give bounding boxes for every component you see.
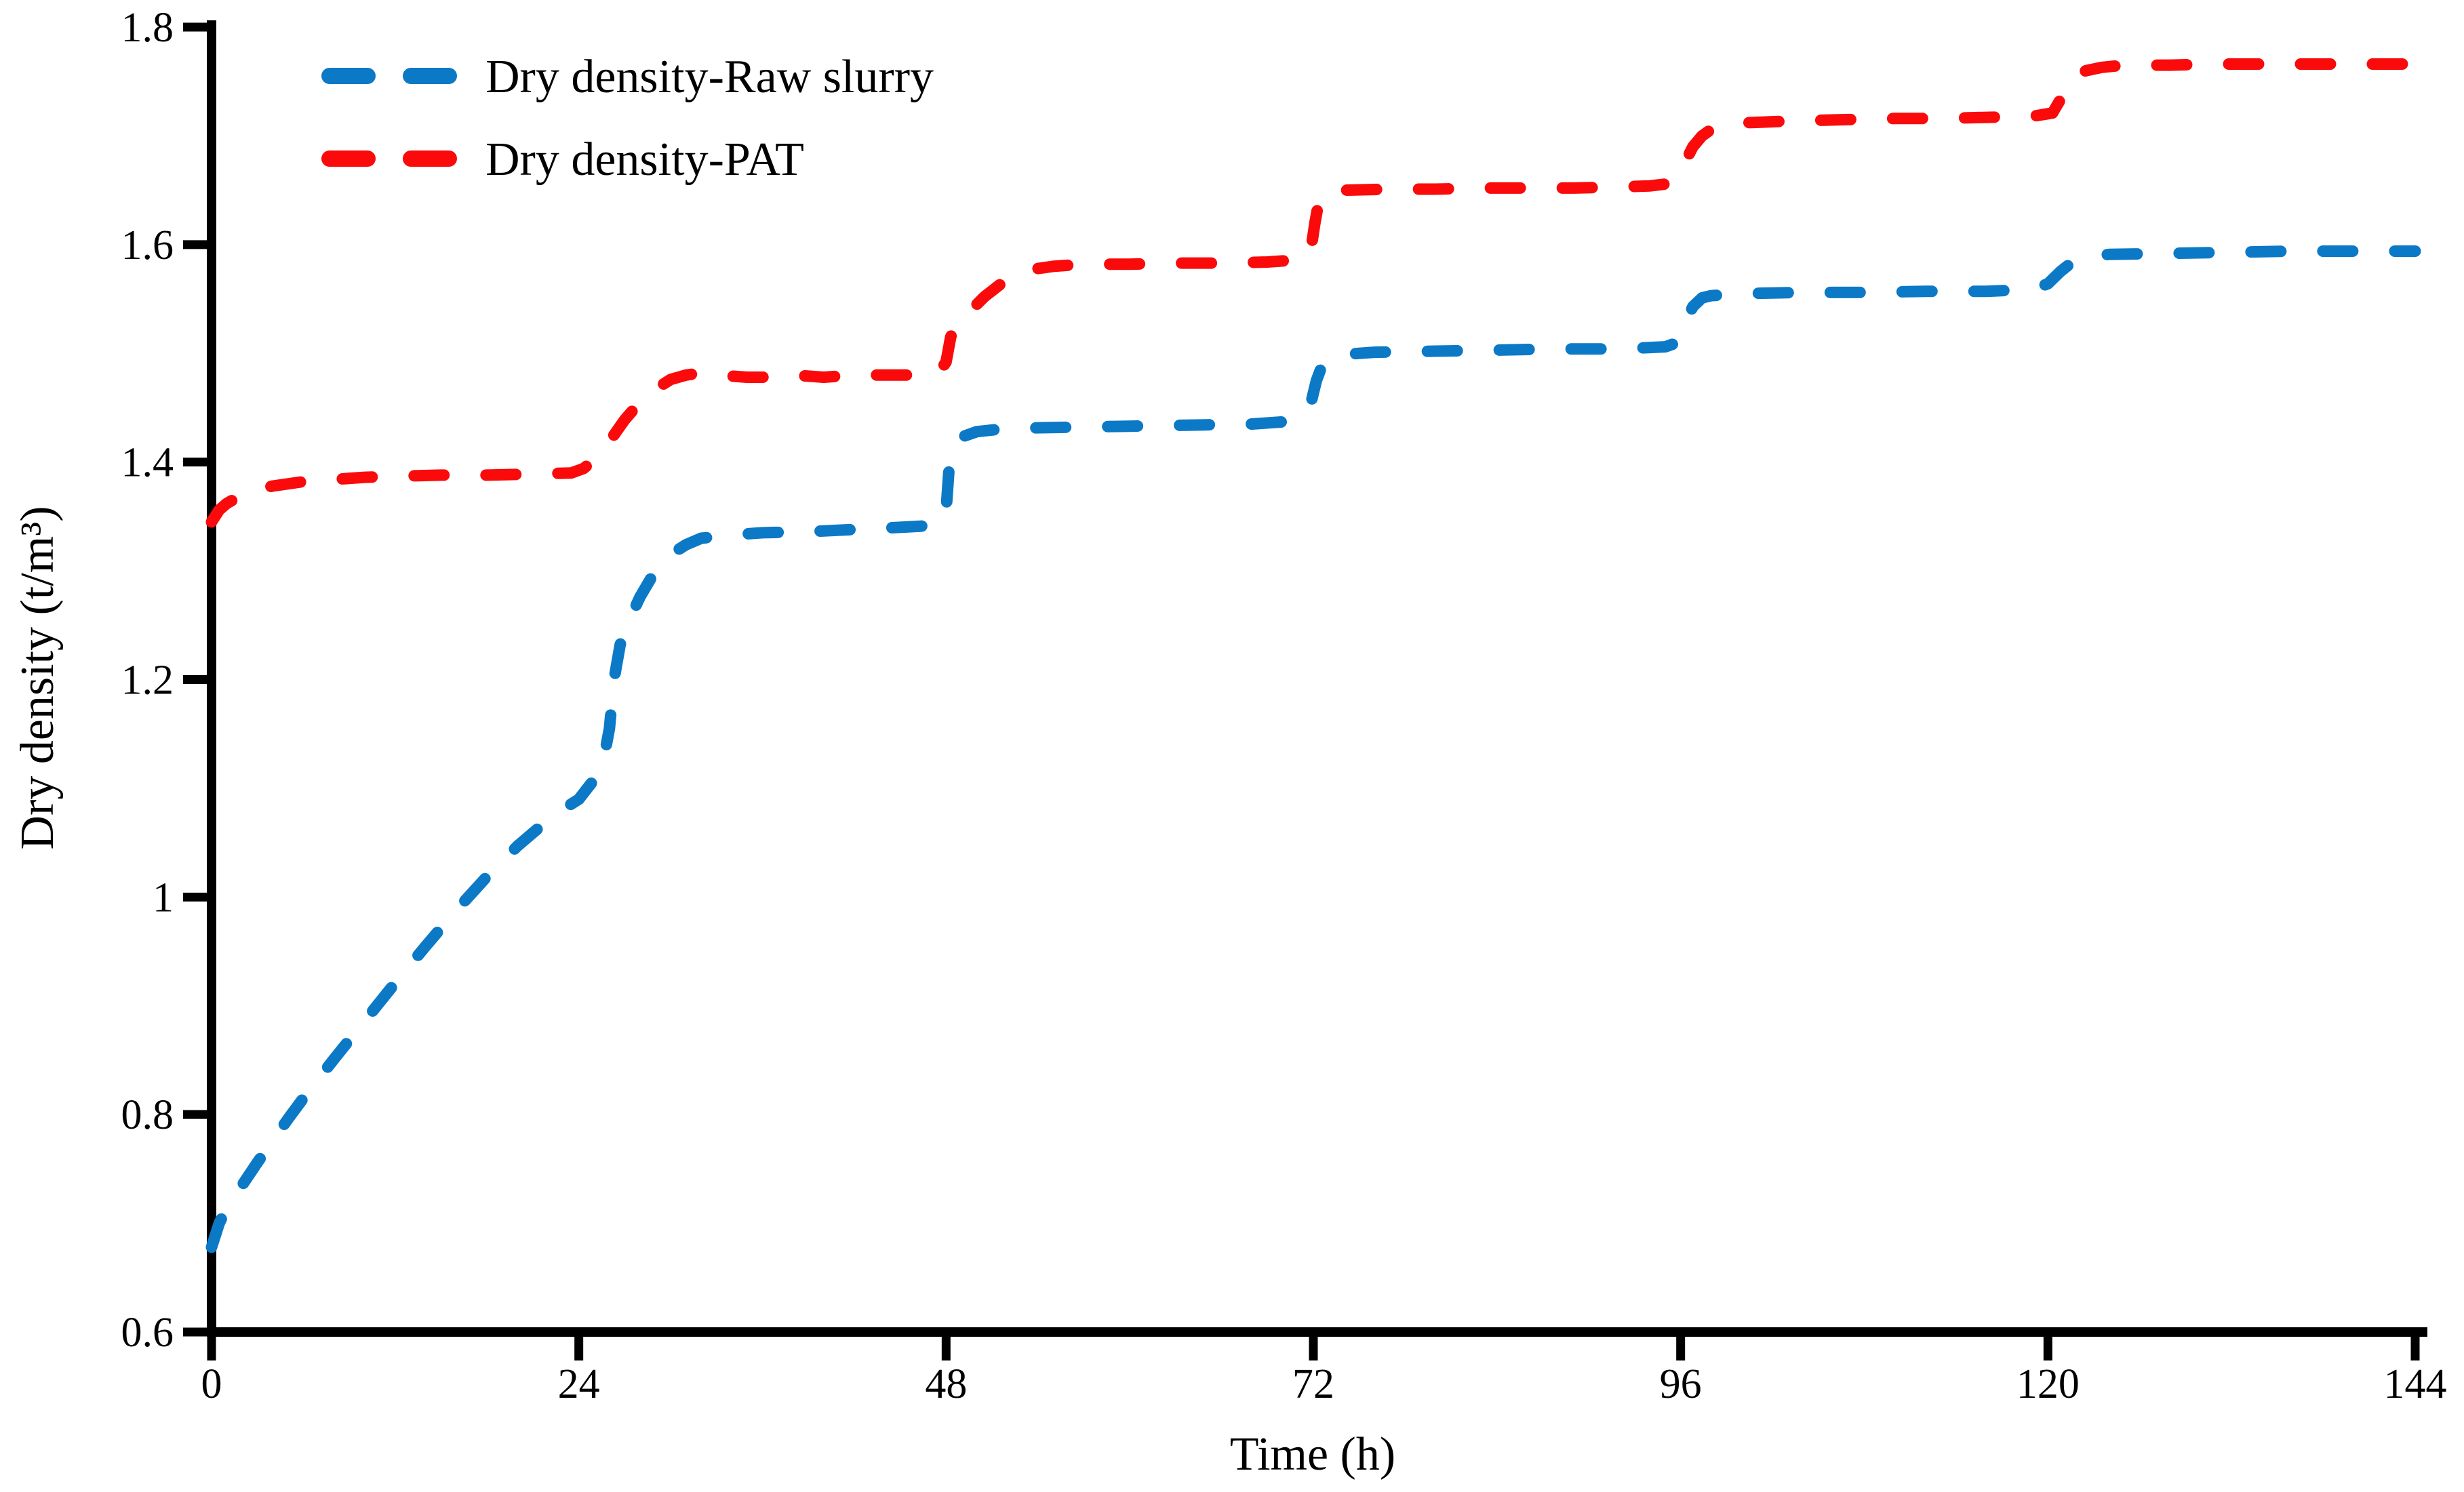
y-tick-label: 1.2 [121,658,174,704]
legend: Dry density-Raw slurry Dry density-PAT [321,51,934,186]
series-group [205,58,2421,1253]
y-tick-label: 1.4 [121,440,174,486]
y-tick-label: 1.8 [121,5,174,51]
x-tick-label: 24 [558,1361,600,1407]
y-axis-title: Dry density (t/m³) [12,506,64,849]
y-tick-label: 0.8 [121,1092,174,1138]
x-tick-label: 48 [925,1361,967,1407]
legend-item-raw-slurry: Dry density-Raw slurry [321,51,934,103]
x-tick-label: 0 [201,1361,222,1407]
y-axis-ticks: 0.6 0.8 1 1.2 1.4 1.6 1.8 [121,5,212,1356]
x-axis-ticks: 0 24 48 72 96 120 144 [201,1331,2447,1407]
y-tick-label: 1.6 [121,222,174,268]
x-tick-label: 144 [2384,1361,2447,1407]
x-axis-title: Time (h) [1230,1428,1395,1480]
series-pat-line [205,58,2421,528]
series-raw-slurry-line [205,245,2421,1253]
legend-label-raw-slurry: Dry density-Raw slurry [485,51,934,103]
axes: 0 24 48 72 96 120 144 0.6 0.8 1 1.2 1.4 1.6 1.8 Time… [12,5,2447,1480]
x-tick-label: 72 [1292,1361,1334,1407]
legend-label-pat: Dry density-PAT [485,134,804,186]
x-tick-label: 120 [2016,1361,2080,1407]
x-tick-label: 96 [1660,1361,1702,1407]
y-tick-label: 0.6 [121,1310,174,1356]
y-tick-label: 1 [153,874,174,921]
legend-item-pat: Dry density-PAT [321,134,804,186]
